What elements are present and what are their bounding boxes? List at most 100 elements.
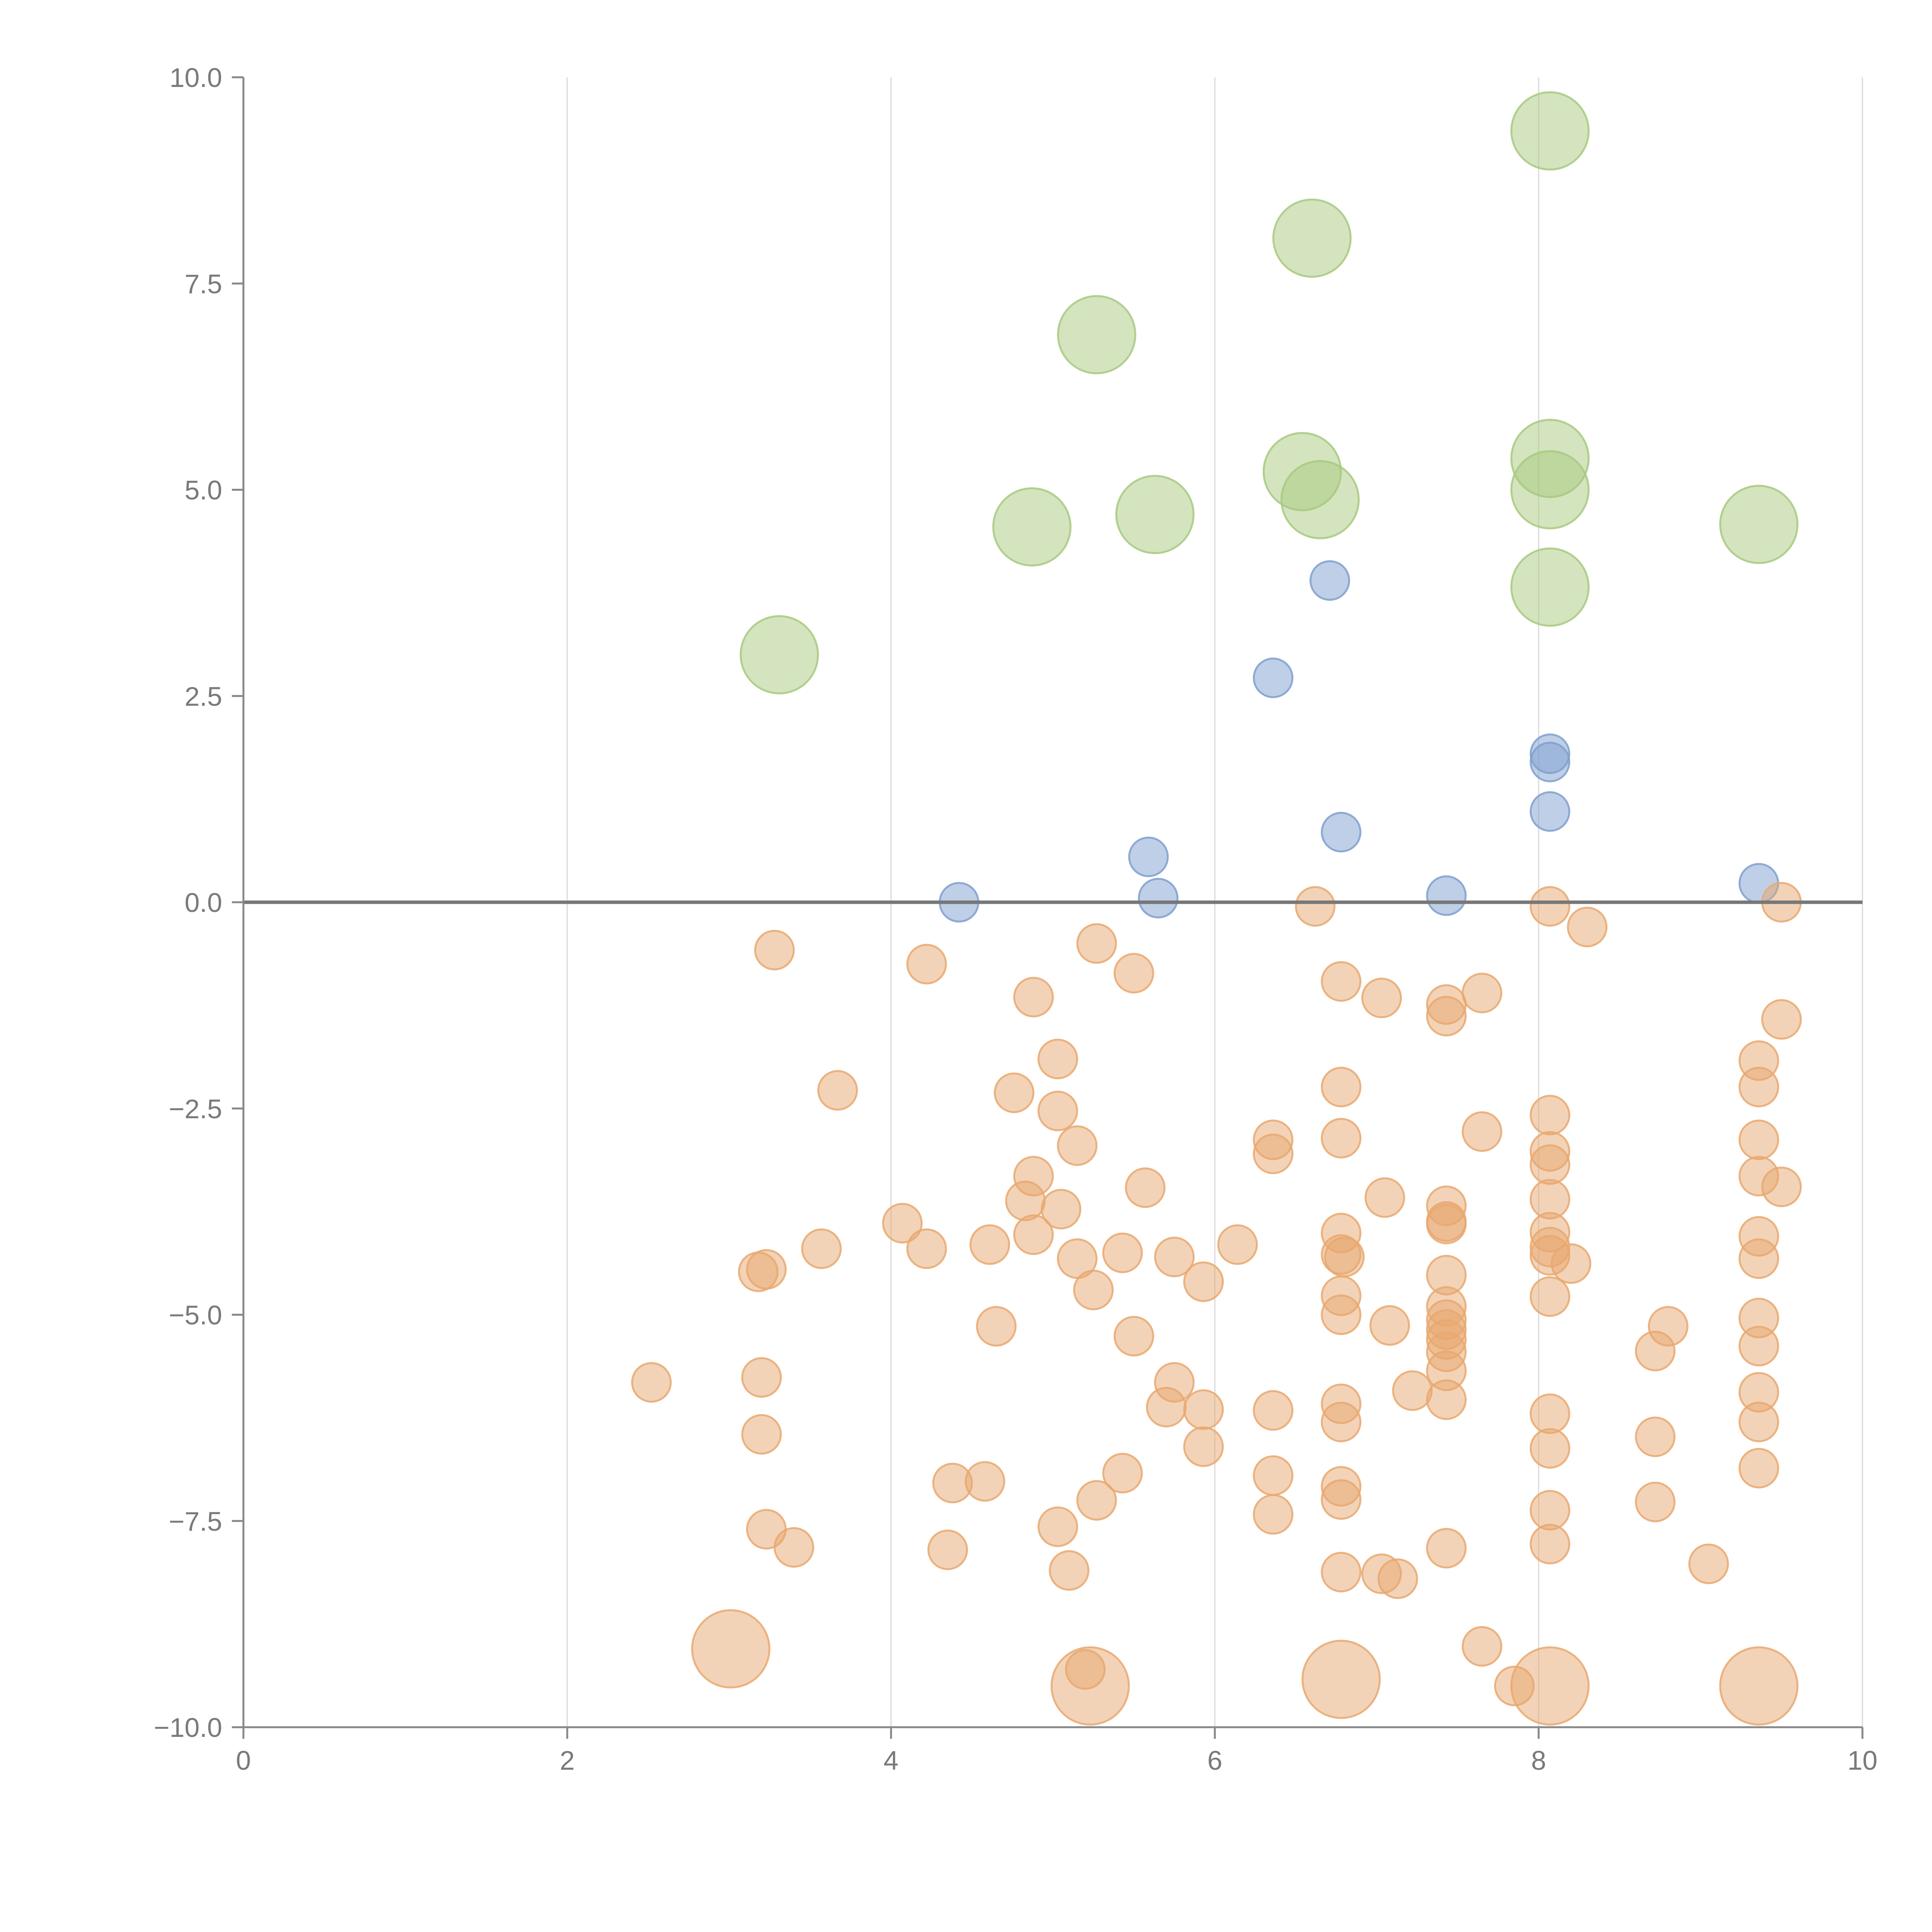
point-low-86 [1461, 1626, 1502, 1667]
point-low-30 [741, 1357, 782, 1398]
point-low-7 [993, 1072, 1034, 1113]
point-low-102 [1529, 1490, 1570, 1531]
point-low-47 [1253, 1390, 1294, 1431]
point-high-9 [1719, 485, 1799, 564]
point-high-2 [1057, 295, 1136, 374]
point-low-37 [964, 1461, 1005, 1502]
x-tick-label: 4 [884, 1745, 899, 1776]
point-low-14 [882, 1203, 923, 1244]
point-low-large-0 [691, 1609, 770, 1689]
point-low-107 [1635, 1481, 1676, 1522]
point-low-113 [1738, 1119, 1779, 1160]
point-low-18 [1013, 1214, 1054, 1255]
point-low-61 [1369, 1305, 1410, 1346]
point-low-90 [1567, 906, 1608, 947]
point-low-35 [1183, 1426, 1224, 1467]
point-low-76 [1426, 1204, 1467, 1245]
point-low-24 [1217, 1224, 1258, 1265]
data-points [631, 91, 1802, 1726]
point-low-39 [1076, 1480, 1117, 1521]
point-low-110 [1761, 999, 1802, 1040]
point-high-8 [992, 487, 1072, 567]
point-low-1 [906, 944, 947, 985]
point-low-50 [1295, 886, 1336, 927]
tick-labels: 0 2 4 6 8 10 10.0 7.5 5.0 2.5 0.0 −2.5 −5.0 −7.5 −10.0 [154, 63, 1878, 1776]
point-low-69 [1377, 1558, 1418, 1599]
point-low-28 [1114, 1316, 1154, 1357]
point-mid-1 [1253, 657, 1294, 698]
point-low-60 [1321, 1294, 1362, 1335]
point-low-29 [631, 1362, 672, 1403]
point-low-93 [1529, 1144, 1570, 1185]
point-low-66 [1321, 1479, 1362, 1520]
point-low-108 [1688, 1543, 1729, 1584]
point-low-23 [1183, 1261, 1224, 1302]
point-low-21 [1154, 1236, 1195, 1277]
point-low-122 [1738, 1448, 1779, 1489]
point-low-67 [1321, 1552, 1362, 1593]
point-low-38 [1102, 1452, 1143, 1493]
point-low-54 [1321, 1118, 1362, 1159]
y-tick-label: 10.0 [170, 63, 222, 93]
point-low-large-3 [1510, 1646, 1590, 1726]
point-low-91 [1529, 1095, 1570, 1136]
point-low-26 [738, 1251, 779, 1292]
point-mid-7 [1138, 878, 1179, 918]
point-low-112 [1738, 1066, 1779, 1107]
point-low-53 [1321, 1066, 1362, 1107]
point-low-9 [1057, 1125, 1098, 1166]
point-low-105 [1648, 1306, 1689, 1347]
point-low-16 [801, 1228, 842, 1269]
point-low-48 [1253, 1455, 1294, 1496]
point-low-115 [1761, 1167, 1802, 1208]
x-tick-label: 10 [1847, 1745, 1878, 1776]
point-low-22 [1073, 1269, 1114, 1310]
point-low-large-4 [1719, 1646, 1799, 1726]
point-low-85 [1426, 1528, 1467, 1569]
point-low-73 [1461, 1111, 1502, 1152]
point-low-98 [1551, 1243, 1592, 1284]
point-low-46 [1253, 1133, 1294, 1174]
point-low-31 [741, 1414, 782, 1455]
point-low-58 [1324, 1236, 1365, 1277]
point-low-106 [1635, 1416, 1676, 1457]
point-low-2 [1076, 923, 1117, 964]
point-low-20 [1102, 1232, 1143, 1273]
point-low-4 [1013, 977, 1054, 1018]
point-low-40 [1037, 1506, 1078, 1547]
point-low-100 [1529, 1393, 1570, 1434]
point-low-64 [1392, 1370, 1433, 1411]
x-tick-label: 0 [236, 1745, 251, 1776]
y-tick-label: −2.5 [169, 1094, 222, 1124]
point-low-103 [1529, 1524, 1570, 1565]
point-high-5 [1510, 450, 1590, 529]
point-high-10 [1510, 547, 1590, 627]
point-low-33 [1146, 1387, 1187, 1428]
point-low-0 [754, 930, 795, 971]
point-low-13 [1125, 1167, 1166, 1208]
point-low-49 [1253, 1494, 1294, 1535]
point-low-71 [1426, 996, 1467, 1037]
point-low-119 [1738, 1326, 1779, 1367]
point-low-55 [1364, 1177, 1405, 1218]
point-low-15 [906, 1228, 947, 1269]
point-mid-0 [1309, 560, 1350, 601]
y-tick-label: 7.5 [185, 269, 222, 299]
point-high-1 [1272, 198, 1352, 278]
y-tick-label: 2.5 [185, 681, 222, 711]
point-low-99 [1529, 1276, 1570, 1317]
point-mid-5 [1321, 812, 1362, 853]
point-low-84 [1426, 1379, 1467, 1420]
x-tick-label: 8 [1531, 1745, 1546, 1776]
y-tick-label: −7.5 [169, 1506, 222, 1536]
point-low-6 [817, 1070, 858, 1111]
x-tick-label: 2 [560, 1745, 575, 1776]
point-low-17 [969, 1224, 1010, 1265]
point-low-3 [1114, 953, 1154, 994]
point-low-27 [976, 1306, 1017, 1347]
y-tick-label: −10.0 [154, 1713, 222, 1743]
point-high-7 [1115, 475, 1195, 554]
point-low-89 [1529, 886, 1570, 927]
point-low-52 [1361, 978, 1402, 1019]
point-low-42 [927, 1529, 968, 1570]
